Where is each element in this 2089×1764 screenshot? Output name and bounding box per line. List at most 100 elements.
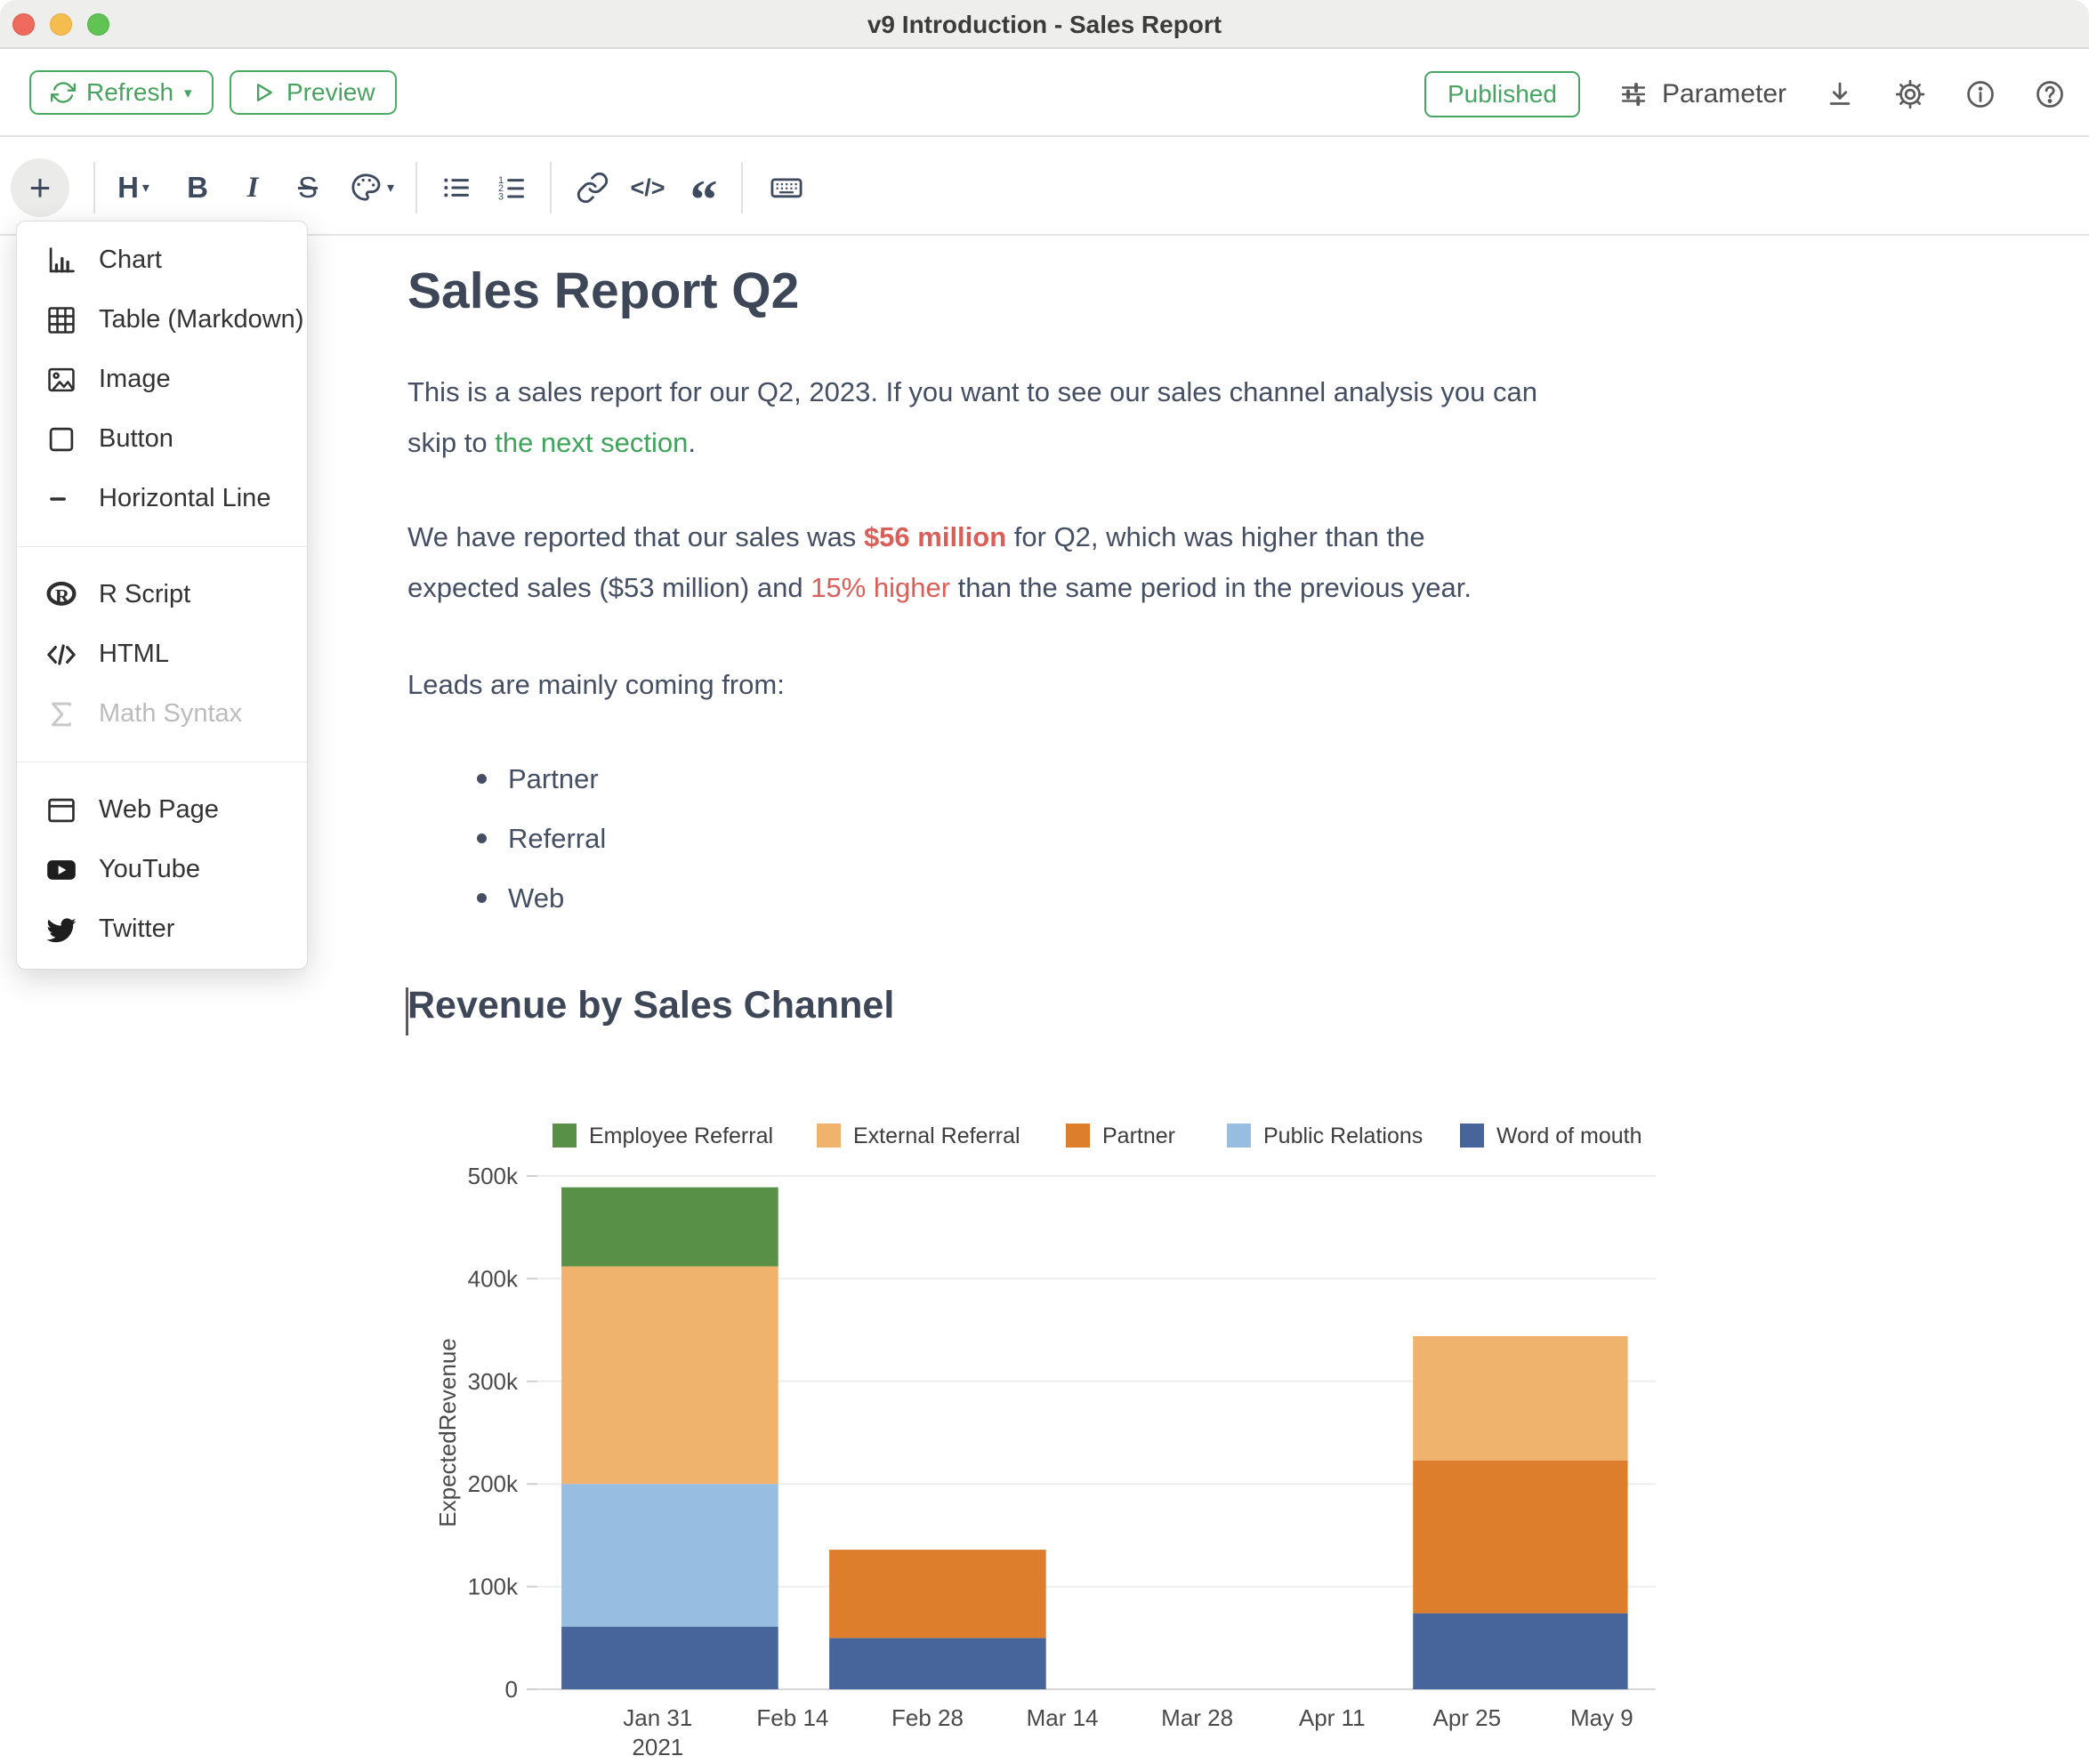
bar-segment[interactable]	[829, 1638, 1046, 1689]
published-label: Published	[1447, 79, 1557, 108]
svg-text:0: 0	[505, 1676, 518, 1703]
svg-text:May 9: May 9	[1570, 1704, 1633, 1731]
legend-label: Word of mouth	[1496, 1124, 1642, 1148]
menu-item-r-script[interactable]: R R Script	[17, 565, 307, 624]
list-item[interactable]: Web	[407, 868, 606, 928]
link-button[interactable]	[566, 158, 619, 217]
info-button[interactable]	[1964, 78, 1996, 110]
svg-text:R: R	[55, 584, 70, 607]
svg-text:Mar 14: Mar 14	[1027, 1704, 1099, 1731]
svg-text:2: 2	[498, 183, 504, 194]
text-cursor	[406, 987, 408, 1035]
next-section-link[interactable]: the next section	[495, 427, 689, 458]
blockquote-button[interactable]: “	[678, 158, 730, 230]
paragraph-sales[interactable]: We have reported that our sales was $56 …	[407, 511, 1715, 613]
bar-segment[interactable]	[561, 1626, 778, 1689]
legend-label: External Referral	[853, 1124, 1020, 1148]
legend-label: Public Relations	[1263, 1124, 1423, 1148]
strikethrough-button[interactable]: S	[285, 158, 331, 217]
text-segment: We have reported that our sales was	[407, 521, 864, 552]
menu-item-chart[interactable]: Chart	[17, 230, 307, 290]
menu-item-horizontal-line[interactable]: Horizontal Line	[17, 469, 307, 528]
section-heading-revenue[interactable]: Revenue by Sales Channel	[407, 984, 895, 1027]
svg-text:1: 1	[498, 175, 504, 186]
chevron-down-icon: ▾	[141, 181, 149, 196]
refresh-button[interactable]: Refresh ▾	[29, 70, 214, 115]
image-icon	[44, 362, 79, 398]
help-button[interactable]	[2034, 78, 2066, 110]
paragraph-leads[interactable]: Leads are mainly coming from:	[407, 669, 785, 700]
html-icon	[44, 637, 79, 673]
twitter-icon	[44, 912, 79, 947]
help-icon	[2034, 78, 2066, 110]
bar-segment[interactable]	[1413, 1460, 1628, 1614]
menu-item-twitter[interactable]: Twitter	[17, 899, 307, 959]
bar-segment[interactable]	[1413, 1336, 1628, 1461]
bold-button[interactable]: B	[174, 158, 221, 217]
keyboard-icon	[768, 169, 805, 206]
info-icon	[1964, 78, 1996, 110]
menu-item-button[interactable]: Button	[17, 409, 307, 469]
bar-segment[interactable]	[561, 1484, 778, 1627]
italic-icon: I	[246, 171, 259, 204]
bar-segment[interactable]	[561, 1266, 778, 1485]
minimize-window-button[interactable]	[50, 13, 72, 36]
svg-text:Apr 11: Apr 11	[1299, 1704, 1366, 1731]
legend-swatch	[1066, 1124, 1090, 1148]
toolbar-divider	[550, 162, 552, 213]
bar-segment[interactable]	[829, 1550, 1046, 1639]
code-icon: </>	[630, 173, 665, 201]
revenue-chart-svg: 0 100k 200k 300k 400k 500k ExpectedRevenue Jan …	[434, 1124, 1656, 1760]
svg-text:Mar 28: Mar 28	[1161, 1704, 1233, 1731]
link-icon	[576, 171, 609, 205]
chart-icon	[44, 243, 79, 278]
svg-text:300k: 300k	[468, 1368, 519, 1395]
window-title: v9 Introduction - Sales Report	[867, 11, 1222, 38]
parameter-button[interactable]: Parameter	[1617, 78, 1787, 110]
settings-button[interactable]	[1893, 77, 1927, 111]
bullet-list-button[interactable]	[430, 158, 483, 217]
menu-item-youtube[interactable]: YouTube	[17, 840, 307, 899]
svg-text:500k: 500k	[468, 1163, 519, 1189]
menu-item-html[interactable]: HTML	[17, 624, 307, 684]
menu-item-table-markdown[interactable]: Table (Markdown)	[17, 290, 307, 350]
preview-label: Preview	[286, 78, 375, 106]
bar-segment[interactable]	[561, 1187, 778, 1267]
list-item[interactable]: Referral	[407, 809, 606, 868]
keyboard-shortcuts-button[interactable]	[758, 158, 815, 217]
button-icon	[44, 422, 79, 457]
chevron-down-icon: ▾	[184, 84, 192, 101]
heading-menu-button[interactable]: H ▾	[100, 158, 167, 217]
list-item[interactable]: Partner	[407, 749, 606, 809]
table-icon	[44, 302, 79, 338]
refresh-icon	[51, 80, 76, 105]
chevron-down-icon: ▾	[386, 181, 395, 196]
refresh-label: Refresh	[86, 78, 174, 106]
paragraph-intro[interactable]: This is a sales report for our Q2, 2023.…	[407, 366, 1715, 468]
preview-button[interactable]: Preview	[230, 70, 397, 115]
published-button[interactable]: Published	[1424, 70, 1580, 117]
code-button[interactable]: </>	[620, 158, 675, 217]
play-icon	[251, 80, 276, 105]
menu-item-math-syntax: Math Syntax	[17, 684, 307, 744]
bar-segment[interactable]	[1413, 1613, 1628, 1689]
close-window-button[interactable]	[12, 13, 35, 36]
menu-item-web-page[interactable]: Web Page	[17, 780, 307, 840]
document-title[interactable]: Sales Report Q2	[407, 262, 800, 319]
toolbar-divider	[741, 162, 743, 213]
insert-block-button[interactable]: +	[11, 158, 69, 217]
youtube-icon	[44, 852, 79, 888]
download-button[interactable]	[1824, 78, 1856, 110]
menu-separator	[17, 546, 307, 547]
text-color-button[interactable]: ▾	[336, 158, 406, 217]
legend-swatch	[1227, 1124, 1251, 1148]
maximize-window-button[interactable]	[87, 13, 109, 36]
menu-item-image[interactable]: Image	[17, 350, 307, 409]
percent-higher-highlight: 15% higher	[811, 572, 951, 603]
leads-list: Partner Referral Web	[407, 749, 606, 928]
legend-label: Employee Referral	[589, 1124, 773, 1148]
italic-button[interactable]: I	[230, 158, 276, 217]
sigma-icon	[44, 697, 79, 732]
